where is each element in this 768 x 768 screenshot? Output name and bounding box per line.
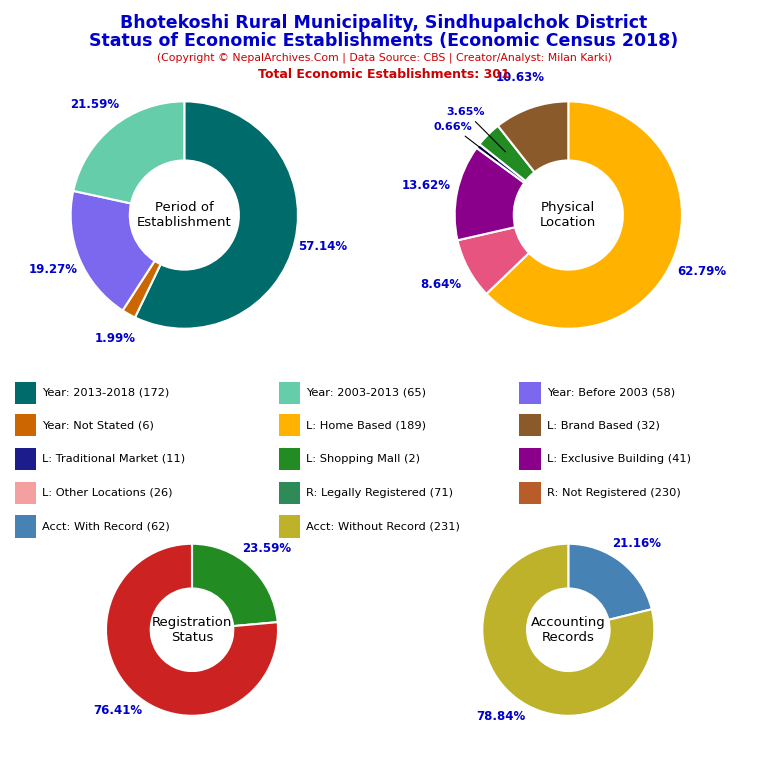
Text: Year: Not Stated (6): Year: Not Stated (6) bbox=[42, 420, 154, 430]
Text: Registration
Status: Registration Status bbox=[152, 616, 232, 644]
FancyBboxPatch shape bbox=[15, 414, 36, 436]
FancyBboxPatch shape bbox=[15, 515, 36, 538]
Wedge shape bbox=[568, 544, 652, 620]
Wedge shape bbox=[482, 544, 654, 716]
Text: Acct: With Record (62): Acct: With Record (62) bbox=[42, 521, 170, 531]
Wedge shape bbox=[106, 544, 278, 716]
Text: Year: Before 2003 (58): Year: Before 2003 (58) bbox=[547, 388, 675, 398]
Wedge shape bbox=[486, 101, 682, 329]
FancyBboxPatch shape bbox=[15, 482, 36, 504]
Text: R: Not Registered (230): R: Not Registered (230) bbox=[547, 488, 680, 498]
Text: Period of
Establishment: Period of Establishment bbox=[137, 201, 232, 229]
Text: 62.79%: 62.79% bbox=[677, 266, 727, 279]
Text: 3.65%: 3.65% bbox=[446, 107, 505, 152]
Text: 57.14%: 57.14% bbox=[298, 240, 347, 253]
Text: Physical
Location: Physical Location bbox=[540, 201, 597, 229]
Text: Acct: Without Record (231): Acct: Without Record (231) bbox=[306, 521, 459, 531]
FancyBboxPatch shape bbox=[279, 382, 300, 404]
Text: 78.84%: 78.84% bbox=[476, 710, 525, 723]
Text: 1.99%: 1.99% bbox=[94, 333, 135, 346]
Text: 0.66%: 0.66% bbox=[433, 121, 498, 161]
Wedge shape bbox=[73, 101, 184, 204]
Text: Year: 2003-2013 (65): Year: 2003-2013 (65) bbox=[306, 388, 425, 398]
Text: (Copyright © NepalArchives.Com | Data Source: CBS | Creator/Analyst: Milan Karki: (Copyright © NepalArchives.Com | Data So… bbox=[157, 52, 611, 63]
FancyBboxPatch shape bbox=[519, 414, 541, 436]
Text: 76.41%: 76.41% bbox=[93, 704, 142, 717]
FancyBboxPatch shape bbox=[519, 482, 541, 504]
Text: Status of Economic Establishments (Economic Census 2018): Status of Economic Establishments (Econo… bbox=[89, 32, 679, 50]
FancyBboxPatch shape bbox=[15, 448, 36, 470]
Text: L: Brand Based (32): L: Brand Based (32) bbox=[547, 420, 660, 430]
Text: L: Shopping Mall (2): L: Shopping Mall (2) bbox=[306, 454, 420, 464]
Wedge shape bbox=[123, 261, 161, 317]
FancyBboxPatch shape bbox=[279, 515, 300, 538]
Wedge shape bbox=[455, 148, 525, 240]
FancyBboxPatch shape bbox=[279, 414, 300, 436]
Text: 8.64%: 8.64% bbox=[420, 278, 461, 291]
Wedge shape bbox=[498, 101, 568, 172]
Text: 23.59%: 23.59% bbox=[242, 542, 291, 555]
Text: L: Home Based (189): L: Home Based (189) bbox=[306, 420, 425, 430]
Wedge shape bbox=[192, 544, 278, 626]
Wedge shape bbox=[135, 101, 298, 329]
Wedge shape bbox=[458, 227, 529, 294]
Text: L: Exclusive Building (41): L: Exclusive Building (41) bbox=[547, 454, 690, 464]
FancyBboxPatch shape bbox=[519, 382, 541, 404]
Text: L: Other Locations (26): L: Other Locations (26) bbox=[42, 488, 173, 498]
Text: 19.27%: 19.27% bbox=[28, 263, 78, 276]
Text: Year: 2013-2018 (172): Year: 2013-2018 (172) bbox=[42, 388, 170, 398]
Wedge shape bbox=[71, 191, 154, 310]
Text: 13.62%: 13.62% bbox=[402, 179, 450, 192]
FancyBboxPatch shape bbox=[519, 448, 541, 470]
Wedge shape bbox=[479, 126, 535, 181]
Text: 21.59%: 21.59% bbox=[71, 98, 120, 111]
Text: Total Economic Establishments: 301: Total Economic Establishments: 301 bbox=[258, 68, 510, 81]
Text: Accounting
Records: Accounting Records bbox=[531, 616, 606, 644]
FancyBboxPatch shape bbox=[279, 482, 300, 504]
FancyBboxPatch shape bbox=[15, 382, 36, 404]
Text: 10.63%: 10.63% bbox=[496, 71, 545, 84]
FancyBboxPatch shape bbox=[279, 448, 300, 470]
Text: Bhotekoshi Rural Municipality, Sindhupalchok District: Bhotekoshi Rural Municipality, Sindhupal… bbox=[121, 14, 647, 31]
Text: R: Legally Registered (71): R: Legally Registered (71) bbox=[306, 488, 452, 498]
Text: 21.16%: 21.16% bbox=[612, 537, 660, 550]
Text: L: Traditional Market (11): L: Traditional Market (11) bbox=[42, 454, 185, 464]
Wedge shape bbox=[477, 144, 525, 183]
